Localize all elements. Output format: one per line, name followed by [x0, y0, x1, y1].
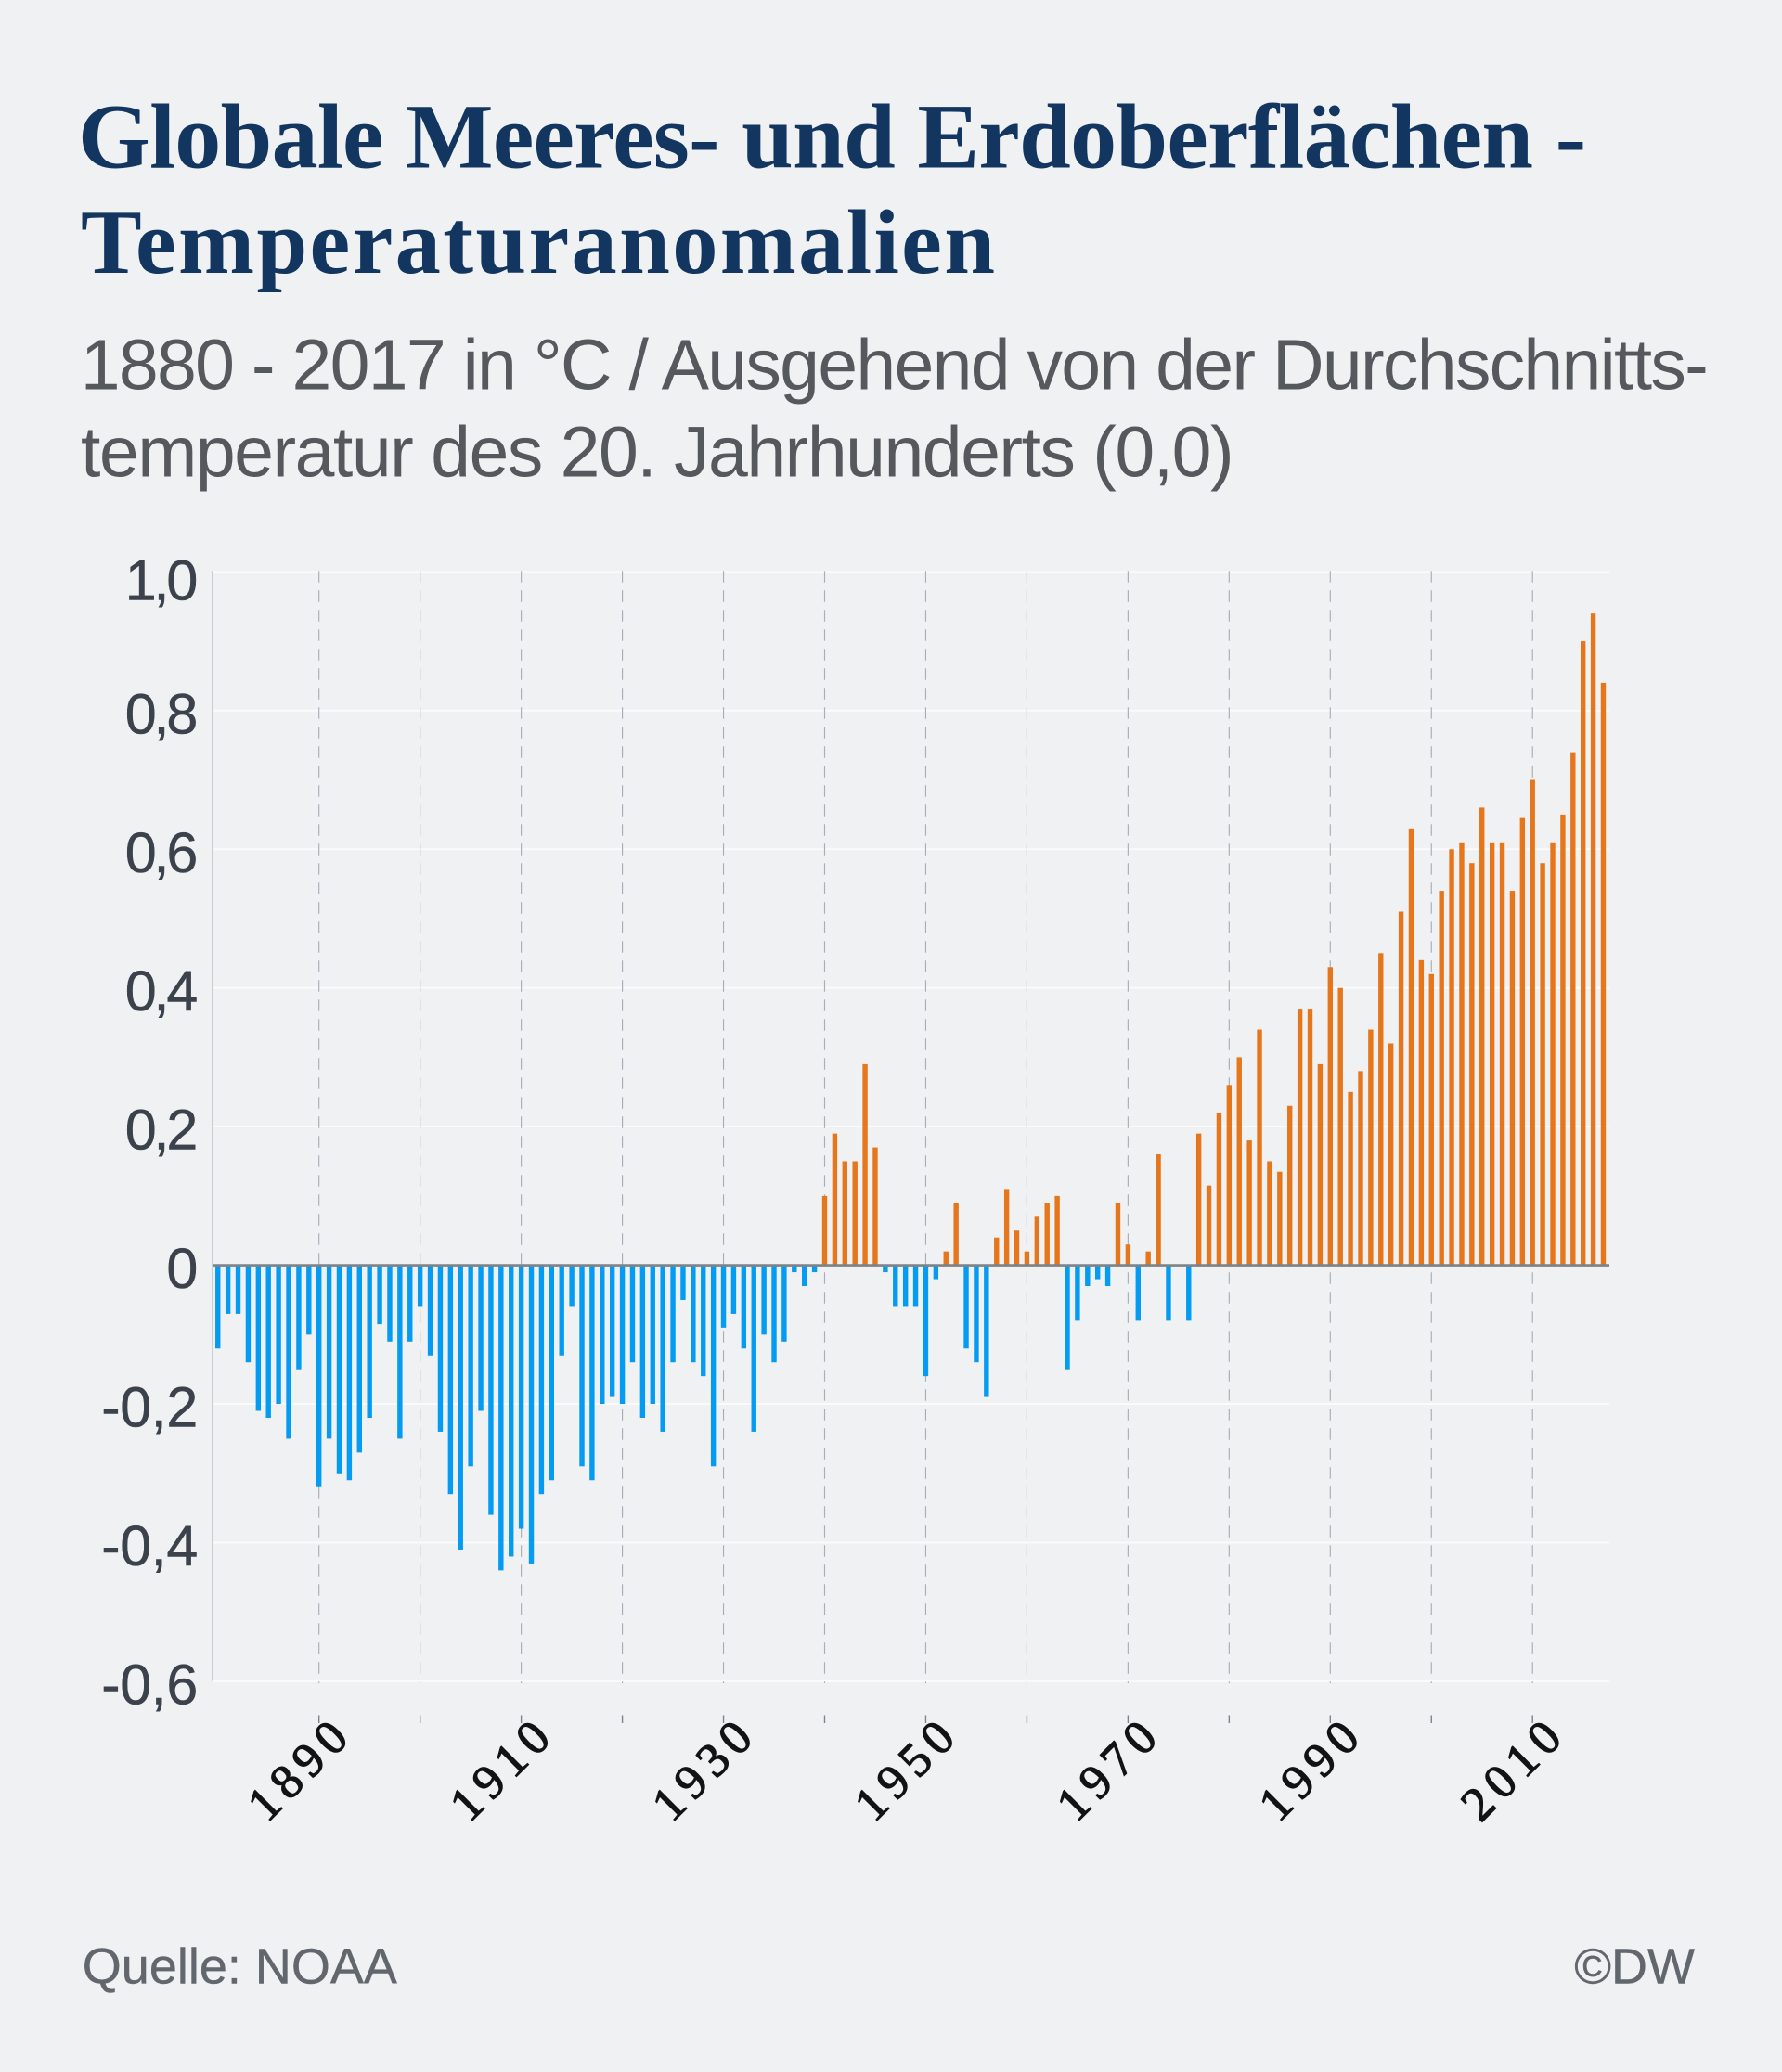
svg-text:1,0: 1,0 — [125, 549, 199, 612]
svg-text:1880 - 2017 in °C / Ausgehend: 1880 - 2017 in °C / Ausgehend von der Du… — [81, 326, 1709, 405]
svg-text:©DW: ©DW — [1574, 1939, 1695, 1995]
svg-text:Temperaturanomalien: Temperaturanomalien — [81, 192, 995, 293]
svg-text:-0,2: -0,2 — [101, 1376, 198, 1439]
svg-text:0,6: 0,6 — [125, 821, 199, 884]
svg-text:1950: 1950 — [845, 1711, 965, 1832]
svg-text:1990: 1990 — [1249, 1711, 1370, 1832]
svg-text:-0,4: -0,4 — [101, 1514, 198, 1577]
svg-text:1890: 1890 — [238, 1711, 358, 1832]
svg-text:0,8: 0,8 — [125, 682, 199, 745]
svg-text:Globale Meeres- und Erdoberflä: Globale Meeres- und Erdoberflächen - — [78, 85, 1586, 188]
svg-text:0,2: 0,2 — [125, 1099, 199, 1162]
svg-text:1970: 1970 — [1047, 1711, 1168, 1832]
svg-text:2010: 2010 — [1452, 1711, 1572, 1832]
svg-text:-0,6: -0,6 — [101, 1653, 198, 1716]
svg-text:0,4: 0,4 — [125, 959, 199, 1023]
svg-text:0: 0 — [166, 1237, 198, 1300]
svg-text:1930: 1930 — [642, 1711, 763, 1832]
svg-text:1910: 1910 — [440, 1711, 561, 1832]
svg-text:Quelle: NOAA: Quelle: NOAA — [83, 1939, 397, 1995]
svg-text:temperatur des 20. Jahrhundert: temperatur des 20. Jahrhunderts (0,0) — [81, 413, 1234, 493]
